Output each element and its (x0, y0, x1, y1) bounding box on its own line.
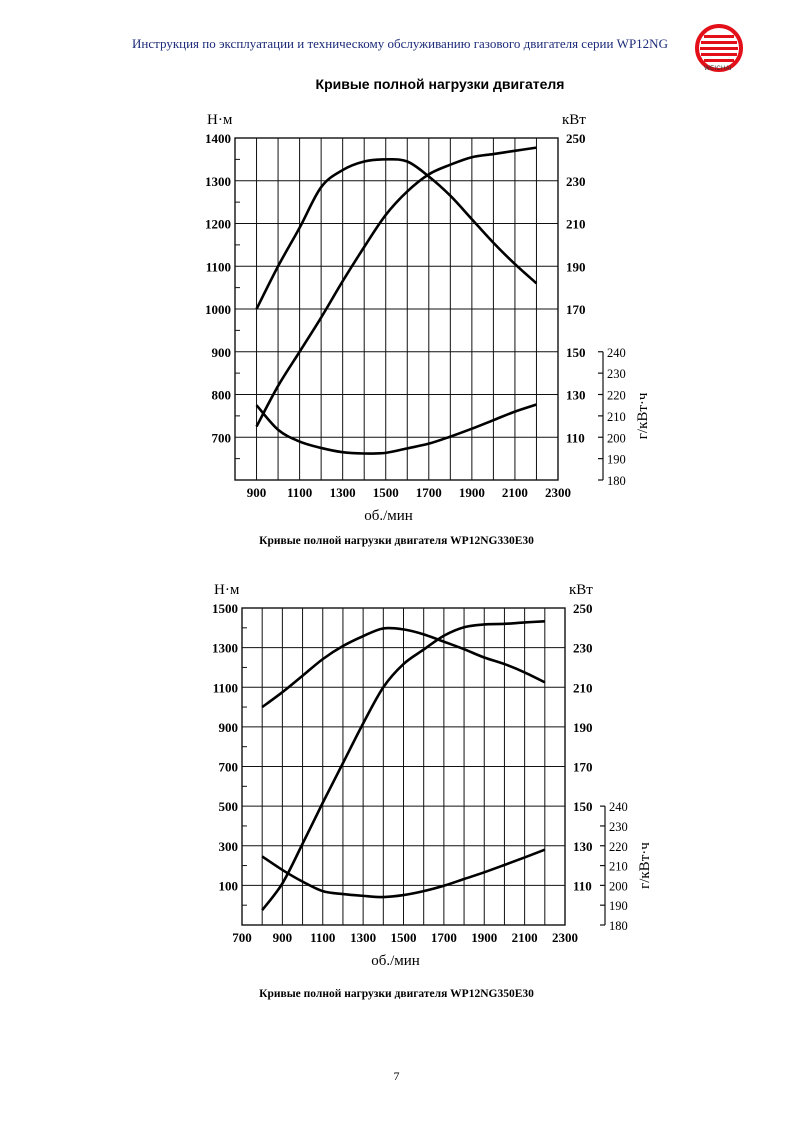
chart-caption-1: Кривые полной нагрузки двигателя WP12NG3… (259, 535, 534, 547)
page-number: 7 (393, 1069, 400, 1083)
y-right-tick-label: 190 (573, 720, 593, 735)
power-curve (261, 619, 545, 911)
y-left-tick-label: 500 (219, 799, 239, 814)
bsfc-tick-label: 240 (609, 800, 628, 814)
y-right-tick-label: 230 (566, 174, 586, 189)
y-right-tick-label: 130 (566, 388, 586, 403)
x-tick-label: 2300 (552, 930, 578, 945)
y-right-axis-title: кВт (569, 582, 593, 598)
bsfc-tick-label: 210 (609, 860, 628, 874)
y-right-tick-label: 150 (573, 799, 593, 814)
bsfc-tick-label: 200 (607, 431, 626, 445)
x-tick-label: 900 (273, 930, 293, 945)
x-tick-label: 2100 (512, 930, 538, 945)
x-tick-label: 1700 (431, 930, 457, 945)
y-right-tick-label: 130 (573, 839, 593, 854)
bsfc-tick-label: 220 (607, 389, 626, 403)
y-left-tick-label: 1100 (206, 259, 231, 274)
y-right-tick-label: 110 (566, 430, 585, 445)
bsfc-tick-label: 180 (609, 919, 628, 933)
bsfc-curve (255, 403, 537, 455)
torque-curve (261, 626, 546, 709)
y-left-tick-label: 1400 (205, 131, 231, 146)
y-left-tick-label: 700 (219, 760, 239, 775)
x-tick-label: 1500 (373, 485, 399, 500)
y-right-tick-label: 210 (573, 680, 593, 695)
x-tick-label: 2100 (502, 485, 528, 500)
y-right-tick-label: 230 (573, 641, 593, 656)
y-left-tick-label: 1000 (205, 302, 231, 317)
weichai-logo-icon (695, 24, 743, 72)
bsfc-tick-label: 230 (609, 820, 628, 834)
y-right-axis-title: кВт (562, 112, 586, 128)
bsfc-tick-label: 210 (607, 410, 626, 424)
y-right-tick-label: 210 (566, 217, 586, 232)
y-right-tick-label: 110 (573, 878, 592, 893)
bsfc-tick-label: 200 (609, 879, 628, 893)
x-tick-label: 1100 (310, 930, 335, 945)
bsfc-tick-label: 220 (609, 840, 628, 854)
y-left-tick-label: 700 (212, 430, 232, 445)
y-left-tick-label: 1300 (205, 174, 231, 189)
y-right-tick-label: 190 (566, 259, 586, 274)
y-left-tick-label: 1200 (205, 217, 231, 232)
bsfc-tick-label: 190 (609, 899, 628, 913)
x-tick-label: 2300 (545, 485, 571, 500)
logo-text: WEICHAI (704, 66, 732, 72)
y-left-axis-title: Н·м (214, 582, 240, 598)
y-left-tick-label: 900 (219, 720, 239, 735)
bsfc-curve (261, 848, 546, 899)
y-left-tick-label: 1300 (212, 641, 238, 656)
x-tick-label: 1300 (350, 930, 376, 945)
bsfc-tick-label: 230 (607, 367, 626, 381)
x-tick-label: 1900 (459, 485, 485, 500)
y-left-axis-title: Н·м (207, 112, 233, 128)
x-axis-title: об./мин (371, 953, 420, 969)
power-curve (255, 146, 537, 428)
y-left-tick-label: 900 (212, 345, 232, 360)
bsfc-tick-label: 180 (607, 474, 626, 488)
x-tick-label: 1900 (471, 930, 497, 945)
y-left-tick-label: 300 (219, 839, 239, 854)
x-tick-label: 700 (232, 930, 252, 945)
running-header: Инструкция по эксплуатации и техническом… (132, 36, 668, 51)
torque-curve (255, 157, 538, 310)
section-title: Кривые полной нагрузки двигателя (315, 76, 565, 92)
y-left-tick-label: 100 (219, 878, 239, 893)
x-tick-label: 1500 (391, 930, 417, 945)
y-right-tick-label: 250 (573, 601, 593, 616)
y-left-tick-label: 800 (212, 388, 232, 403)
bsfc-axis-title: г/кВт·ч (635, 392, 651, 439)
bsfc-axis-title: г/кВт·ч (637, 842, 653, 889)
chart-caption-2: Кривые полной нагрузки двигателя WP12NG3… (259, 988, 534, 1000)
x-tick-label: 900 (247, 485, 267, 500)
x-axis-title: об./мин (364, 508, 413, 524)
plot-frame (241, 607, 566, 926)
plot-frame (234, 137, 559, 481)
y-right-tick-label: 150 (566, 345, 586, 360)
bsfc-tick-label: 240 (607, 346, 626, 360)
x-tick-label: 1100 (287, 485, 312, 500)
y-left-tick-label: 1100 (213, 680, 238, 695)
y-right-tick-label: 170 (573, 760, 593, 775)
bsfc-tick-label: 190 (607, 453, 626, 467)
x-tick-label: 1700 (416, 485, 442, 500)
y-right-tick-label: 170 (566, 302, 586, 317)
y-right-tick-label: 250 (566, 131, 586, 146)
x-tick-label: 1300 (330, 485, 356, 500)
y-left-tick-label: 1500 (212, 601, 238, 616)
